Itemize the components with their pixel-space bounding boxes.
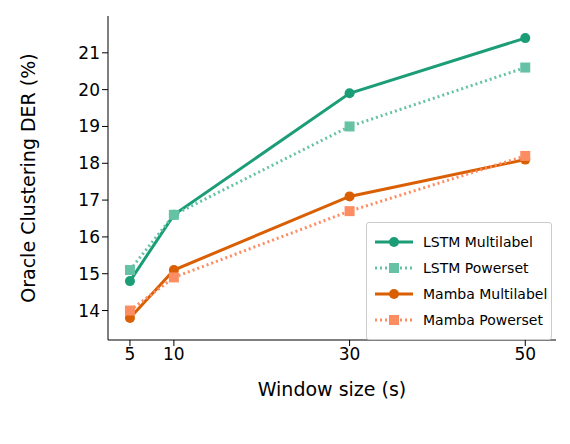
html-text:Mamba Powerset: Mamba Powerset — [423, 312, 543, 328]
html-text:LSTM Multilabel: LSTM Multilabel — [423, 234, 533, 250]
svg-text:20: 20 — [78, 80, 100, 100]
svg-text:17: 17 — [78, 190, 100, 210]
svg-text:21: 21 — [78, 43, 100, 63]
svg-text:Oracle Clustering DER (%): Oracle Clustering DER (%) — [17, 53, 39, 302]
svg-text:16: 16 — [78, 227, 100, 247]
html-text:Mamba Multilabel: Mamba Multilabel — [423, 286, 548, 302]
svg-text:18: 18 — [78, 153, 100, 173]
svg-text:Window size (s): Window size (s) — [258, 378, 407, 400]
html-text:LSTM Powerset: LSTM Powerset — [423, 260, 529, 276]
svg-text:50: 50 — [514, 344, 536, 364]
svg-text:30: 30 — [339, 344, 361, 364]
svg-text:5: 5 — [125, 344, 136, 364]
svg-text:19: 19 — [78, 116, 100, 136]
svg-text:10: 10 — [163, 344, 185, 364]
svg-text:15: 15 — [78, 264, 100, 284]
svg-text:14: 14 — [78, 301, 100, 321]
